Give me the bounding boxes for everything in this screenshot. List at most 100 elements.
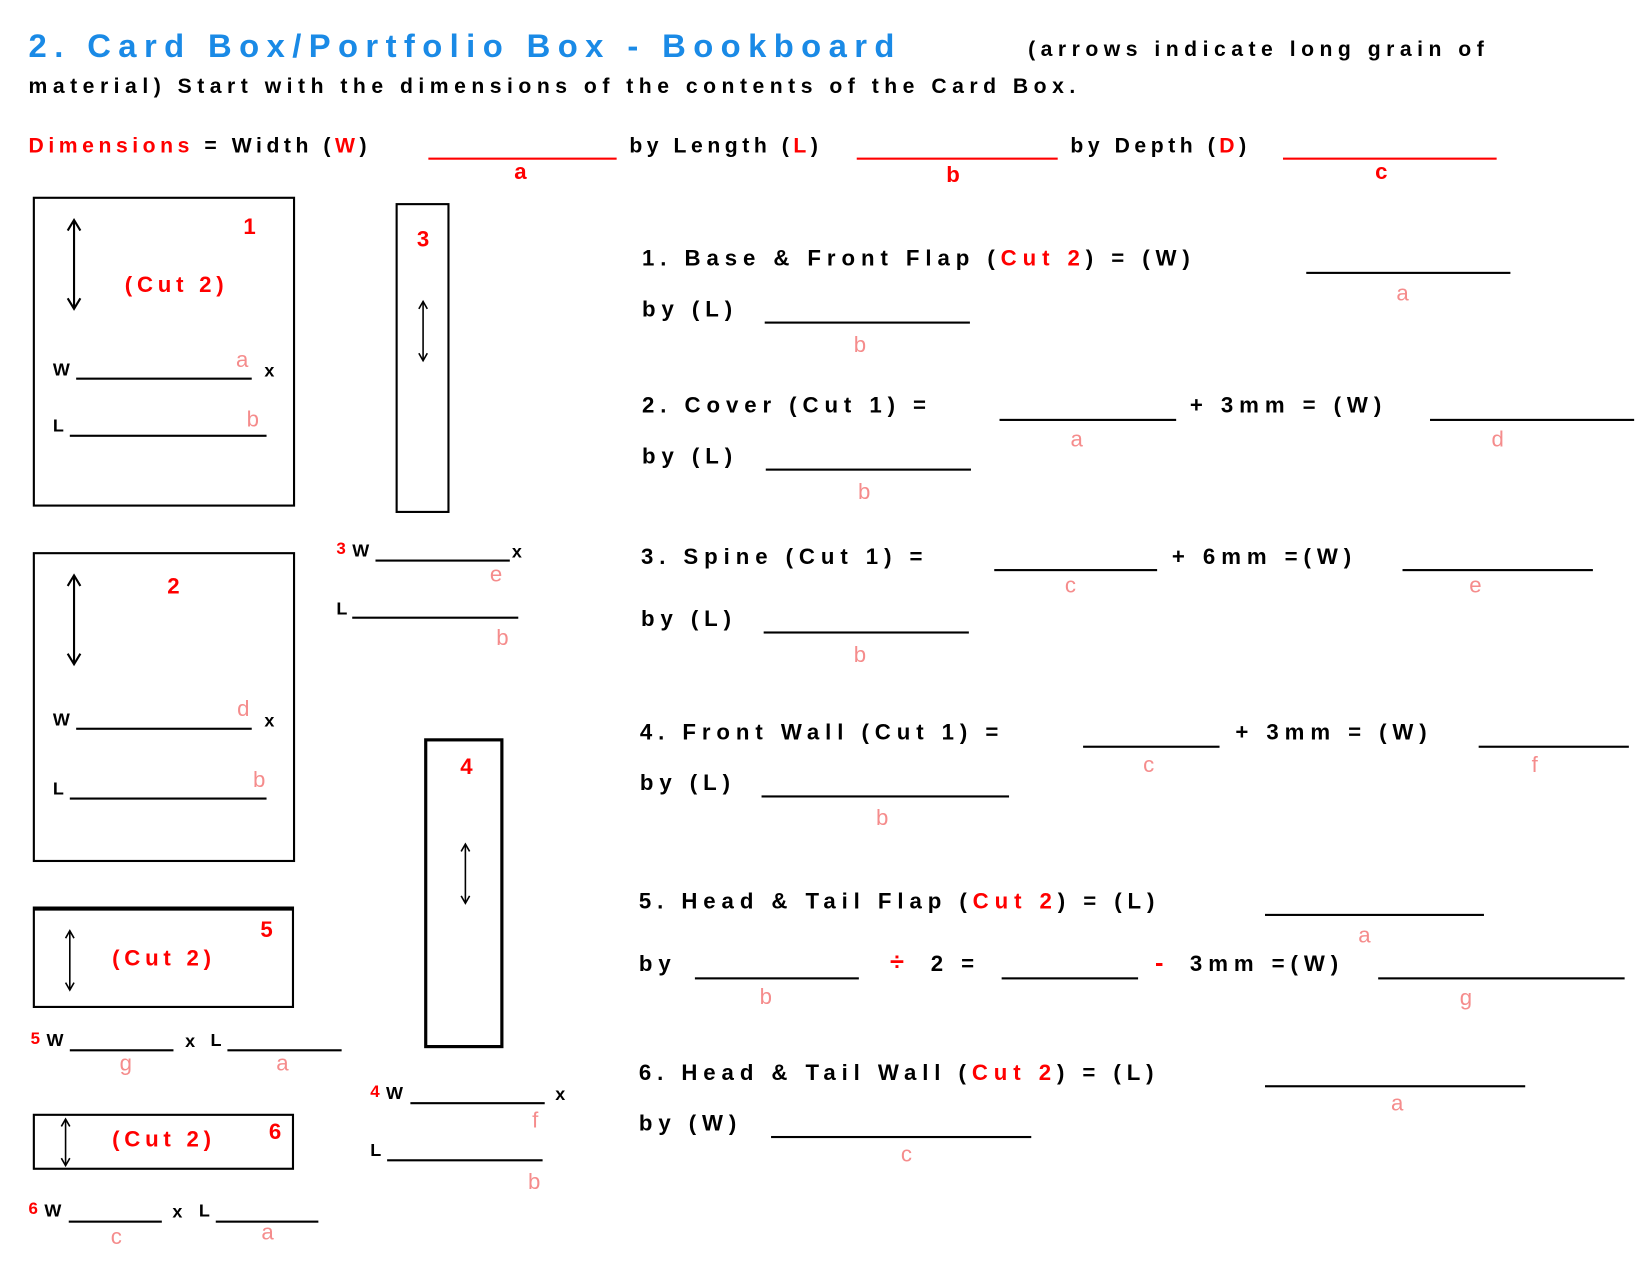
text-segment: Cut 2 (972, 889, 1058, 914)
step-5-b-blank[interactable] (694, 977, 859, 980)
step-letter: a (1391, 1091, 1404, 1116)
piece-5-box (32, 906, 295, 1008)
l-blank[interactable] (387, 1159, 543, 1162)
step-5-l-blank[interactable] (1265, 913, 1484, 916)
width-blank[interactable] (428, 157, 617, 160)
step-3-l-blank[interactable] (763, 631, 969, 634)
l-label: L (198, 1200, 210, 1221)
l-label: L (336, 598, 348, 619)
step-4-plus: + 3mm = (W) (1235, 720, 1433, 745)
w-letter: c (110, 1224, 122, 1250)
times-symbol: x (511, 541, 522, 562)
dimensions-line: Dimensions = Width (W) (29, 135, 372, 156)
step-3-plus: + 6mm =(W) (1171, 544, 1358, 570)
divide-symbol: ÷ (889, 947, 904, 977)
step-1-l-blank[interactable] (764, 321, 970, 324)
w-blank[interactable] (68, 1220, 162, 1223)
w-letter: d (237, 697, 250, 722)
step-5-half-blank[interactable] (1001, 977, 1139, 980)
step-3-text: 3. Spine (Cut 1) = (640, 544, 929, 570)
grain-arrow-icon (418, 299, 428, 363)
step-letter: a (1358, 923, 1371, 948)
times-symbol: x (185, 1031, 196, 1052)
text-segment: ) (810, 134, 823, 158)
l-blank[interactable] (69, 797, 267, 800)
times-symbol: x (172, 1201, 183, 1222)
step-4-w-blank[interactable] (1478, 745, 1629, 748)
l-letter: b (496, 626, 509, 651)
d-symbol: D (1219, 134, 1240, 158)
step-3-by: by (L) (640, 607, 737, 632)
times-symbol: x (264, 360, 275, 381)
step-5-w-blank[interactable] (1378, 977, 1625, 980)
l-symbol: L (793, 134, 811, 158)
w-blank[interactable] (76, 727, 252, 730)
step-6-l-blank[interactable] (1265, 1085, 1526, 1088)
step-2-w-blank[interactable] (1430, 418, 1635, 421)
step-4-c-blank[interactable] (1083, 745, 1220, 748)
text-segment: Cut 2 (971, 1060, 1057, 1086)
times-symbol: x (555, 1084, 566, 1105)
w-letter: f (532, 1108, 539, 1133)
dimensions-label: Dimensions (28, 134, 194, 158)
step-6-w-blank[interactable] (771, 1135, 1032, 1139)
piece-number: 6 (28, 1200, 38, 1219)
step-letter: g (1459, 985, 1473, 1011)
step-4-text: 4. Front Wall (Cut 1) = (639, 720, 1005, 745)
w-blank[interactable] (69, 1049, 174, 1052)
piece-number: 3 (416, 227, 430, 252)
minus-symbol: - (1155, 948, 1170, 978)
text-segment: 6. Head & Tail Wall ( (638, 1060, 972, 1086)
step-5-two: 2 = (930, 951, 981, 977)
step-1-w-blank[interactable] (1306, 271, 1511, 274)
step-letter: e (1469, 573, 1482, 598)
l-label: L (52, 778, 64, 799)
w-letter: g (119, 1051, 133, 1076)
step-letter: f (1531, 753, 1538, 778)
step-letter: c (900, 1142, 913, 1167)
piece-number: 6 (268, 1120, 282, 1145)
cut-label: (Cut 2) (112, 1127, 216, 1152)
piece-3-box (395, 203, 450, 513)
step-6-text: 6. Head & Tail Wall (Cut 2) = (L) (639, 1062, 1160, 1084)
step-3-c-blank[interactable] (994, 569, 1158, 572)
close-paren: ) (359, 134, 372, 158)
step-letter: d (1491, 427, 1504, 452)
piece-number: 3 (336, 540, 346, 559)
step-2-text: 2. Cover (Cut 1) = (642, 393, 932, 418)
intro-text: material) Start with the dimensions of t… (28, 75, 1081, 99)
step-letter: a (1396, 281, 1409, 306)
l-blank[interactable] (215, 1220, 319, 1223)
l-blank[interactable] (227, 1049, 342, 1052)
cut-label: (Cut 2) (112, 946, 216, 971)
w-label: W (52, 359, 70, 380)
step-letter: b (759, 984, 772, 1010)
l-letter: a (276, 1051, 289, 1076)
piece-1-box (32, 196, 296, 507)
text-segment: ) (1239, 134, 1251, 158)
text-segment: by Depth ( (1070, 134, 1220, 158)
step-2-plus: + 3mm = (W) (1189, 393, 1388, 418)
step-1-text: 1. Base & Front Flap (Cut 2) = (W) (642, 248, 1196, 270)
grain-arrow-icon (460, 842, 471, 905)
cut-label: (Cut 2) (124, 272, 229, 298)
grain-note: (arrows indicate long grain of (1028, 38, 1490, 62)
step-letter: a (1070, 427, 1083, 452)
step-2-a-blank[interactable] (999, 418, 1177, 421)
w-blank[interactable] (76, 377, 252, 380)
l-blank[interactable] (69, 434, 267, 437)
text-segment: ) = (L) (1056, 1060, 1160, 1086)
w-blank[interactable] (410, 1102, 545, 1105)
w-blank[interactable] (375, 559, 510, 562)
depth-blank[interactable] (1282, 157, 1497, 160)
step-3-w-blank[interactable] (1402, 569, 1593, 572)
text-segment: 1. Base & Front Flap ( (642, 246, 1001, 271)
length-blank[interactable] (856, 157, 1058, 160)
step-2-l-blank[interactable] (765, 468, 971, 471)
l-blank[interactable] (352, 616, 519, 619)
text-segment: Cut 2 (1000, 246, 1086, 271)
step-letter: b (857, 480, 871, 505)
piece-6-box (32, 1113, 295, 1170)
step-4-l-blank[interactable] (761, 795, 1010, 798)
